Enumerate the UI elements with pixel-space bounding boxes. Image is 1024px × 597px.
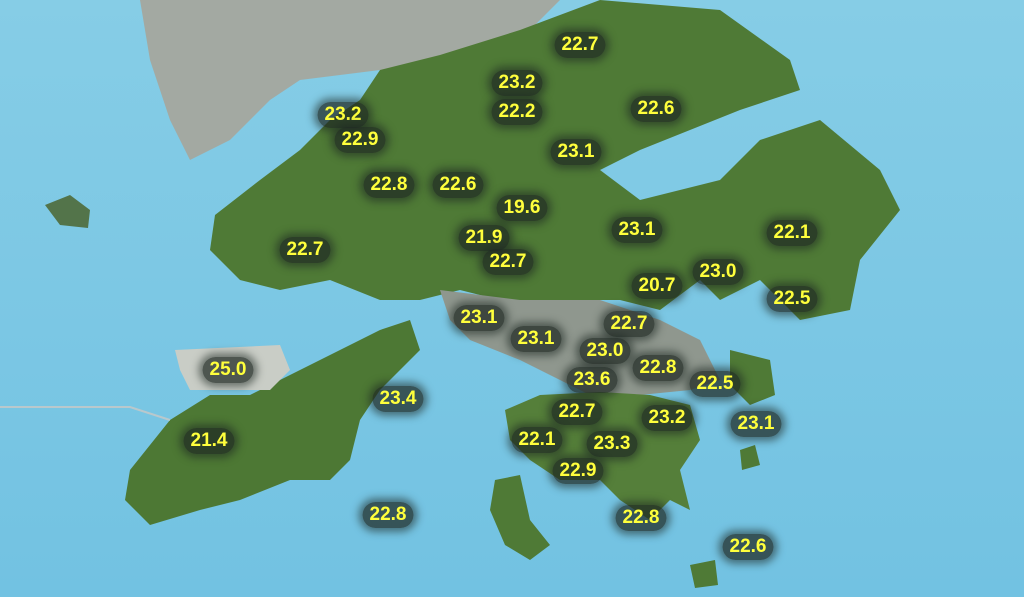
sai-kung-islands [690, 350, 775, 588]
temperature-label: 22.8 [362, 502, 414, 528]
temperature-label: 22.7 [279, 237, 331, 263]
island-west [45, 195, 90, 228]
temperature-label: 23.2 [491, 70, 543, 96]
temperature-label: 23.1 [453, 305, 505, 331]
temperature-label: 23.4 [372, 386, 424, 412]
temperature-label: 22.6 [722, 534, 774, 560]
temperature-label: 23.1 [550, 139, 602, 165]
temperature-label: 22.5 [689, 371, 741, 397]
temperature-label: 23.2 [641, 405, 693, 431]
temperature-label: 22.8 [615, 505, 667, 531]
temperature-label: 23.2 [317, 102, 369, 128]
temperature-label: 22.1 [766, 220, 818, 246]
temperature-label: 22.6 [432, 172, 484, 198]
temperature-label: 22.6 [630, 96, 682, 122]
temperature-label: 22.5 [766, 286, 818, 312]
temperature-label: 22.2 [491, 99, 543, 125]
bridge [0, 406, 171, 421]
temperature-label: 23.0 [692, 259, 744, 285]
temperature-label: 25.0 [202, 357, 254, 383]
temperature-label: 23.1 [730, 411, 782, 437]
temperature-label: 23.6 [566, 367, 618, 393]
temperature-label: 22.9 [552, 458, 604, 484]
temperature-label: 23.1 [611, 217, 663, 243]
temperature-label: 22.1 [511, 427, 563, 453]
shenzhen-urban [140, 0, 560, 160]
temperature-label: 23.0 [579, 338, 631, 364]
temperature-label: 21.9 [458, 225, 510, 251]
temperature-label: 22.7 [482, 249, 534, 275]
temperature-label: 22.7 [551, 399, 603, 425]
temperature-label: 23.3 [586, 431, 638, 457]
temperature-label: 22.7 [603, 311, 655, 337]
temperature-label: 22.8 [363, 172, 415, 198]
temperature-label: 22.7 [554, 32, 606, 58]
temperature-label: 20.7 [631, 273, 683, 299]
temperature-label: 19.6 [496, 195, 548, 221]
temperature-label: 23.1 [510, 326, 562, 352]
lamma-island [490, 475, 550, 560]
temperature-label: 22.9 [334, 127, 386, 153]
lantau-island [125, 320, 420, 525]
temperature-label: 21.4 [183, 428, 235, 454]
temperature-label: 22.8 [632, 355, 684, 381]
